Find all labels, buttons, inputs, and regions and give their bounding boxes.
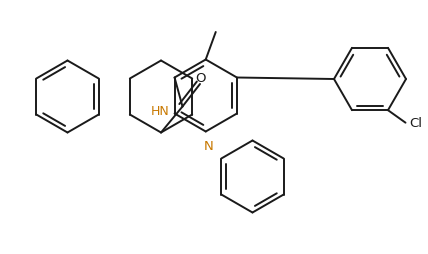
Text: HN: HN [151,105,170,118]
Text: N: N [203,139,213,152]
Text: Cl: Cl [410,117,422,130]
Text: O: O [195,72,205,85]
